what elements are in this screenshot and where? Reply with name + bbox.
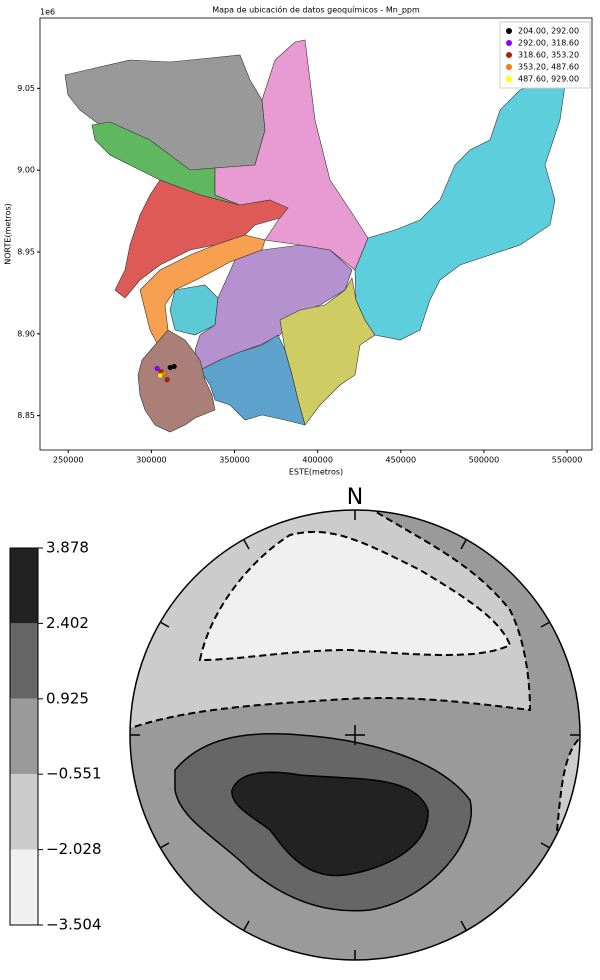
legend-marker [506, 64, 512, 70]
x-tick-label: 500000 [469, 456, 500, 465]
data-point [154, 365, 160, 372]
colorbar-band [10, 849, 38, 925]
chart-title: Mapa de ubicación de datos geoquímicos -… [212, 5, 420, 15]
region [114, 179, 289, 299]
contour-region [198, 531, 512, 662]
colorbar-tick-label: 0.925 [46, 689, 89, 707]
map-regions [64, 39, 566, 433]
legend-label: 292.00, 318.60 [518, 39, 579, 48]
legend-label: 318.60, 353.20 [518, 51, 579, 60]
colorbar-tick-label: −2.028 [46, 840, 102, 858]
colorbar-tick-label: 2.402 [46, 614, 89, 632]
y-offset-label: 1e6 [40, 8, 55, 17]
data-point [157, 372, 163, 379]
colorbar-tick-label: −0.551 [46, 765, 102, 783]
x-tick-label: 450000 [386, 456, 417, 465]
contour-region [231, 771, 429, 877]
region [354, 79, 566, 341]
colorbar-frame [9, 547, 39, 926]
legend-marker [506, 40, 512, 46]
x-tick-label: 550000 [552, 456, 583, 465]
data-point [164, 376, 170, 383]
region [199, 334, 306, 426]
data-point [171, 363, 177, 370]
legend-box [499, 21, 591, 89]
north-label: N [347, 485, 363, 510]
y-tick-label: 8.90 [17, 329, 35, 338]
x-tick-label: 250000 [53, 456, 84, 465]
colorbar-band [10, 548, 38, 624]
x-tick-label: 300000 [136, 456, 167, 465]
legend-label: 353.20, 487.60 [518, 63, 579, 72]
region [169, 284, 219, 336]
y-tick-label: 8.95 [17, 248, 35, 257]
legend-label: 204.00, 292.00 [518, 27, 579, 36]
axes-frame [39, 17, 593, 451]
x-tick-label: 350000 [219, 456, 250, 465]
y-tick-label: 8.85 [17, 411, 35, 420]
legend-marker [506, 52, 512, 58]
colorbar-band [10, 623, 38, 699]
x-axis-label: ESTE(metros) [289, 468, 343, 477]
region [137, 329, 216, 433]
net-ticks [130, 510, 580, 960]
legend-marker [506, 28, 512, 34]
colorbar-tick-label: 3.878 [46, 539, 89, 557]
colorbar-band [10, 774, 38, 850]
legend-label: 487.60, 929.00 [518, 75, 579, 84]
y-axis-label: NORTE(metros) [4, 203, 13, 264]
colorbar-band [10, 698, 38, 775]
colorbar-tick-label: −3.504 [46, 916, 102, 934]
y-tick-label: 9.00 [17, 166, 35, 175]
legend-marker [506, 76, 512, 82]
x-tick-label: 400000 [302, 456, 333, 465]
y-tick-label: 9.05 [17, 84, 35, 93]
